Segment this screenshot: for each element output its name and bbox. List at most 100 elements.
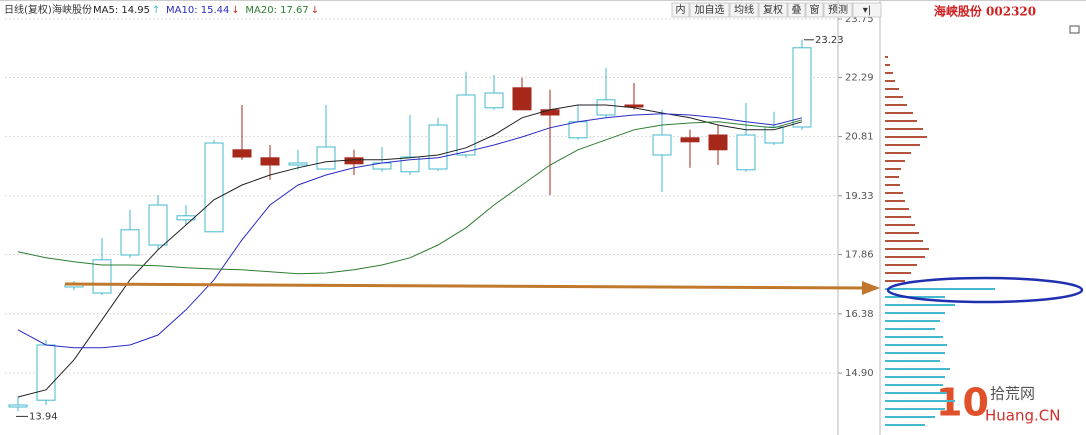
profile-bar (885, 280, 905, 282)
candle-body (344, 157, 364, 165)
min-annotation: 13.94 (29, 411, 58, 422)
watermark-logo: 10 (936, 381, 989, 425)
toolbar-label[interactable]: 叠 (792, 4, 802, 16)
profile-bar (885, 376, 945, 378)
profile-bar (885, 328, 935, 330)
profile-bar (885, 416, 935, 418)
ma-trend: ↓ (231, 5, 239, 16)
toolbar-label[interactable]: 内 (676, 3, 686, 16)
toolbar-button[interactable] (671, 2, 690, 18)
profile-bar (885, 360, 940, 362)
toolbar-button[interactable] (852, 2, 882, 18)
y-tick-label: 22.29 (845, 72, 874, 83)
profile-bar (885, 128, 923, 130)
toolbar-label[interactable]: 预测 (828, 3, 848, 16)
profile-bar (885, 240, 923, 242)
profile-bar (885, 200, 905, 202)
profile-bar (885, 296, 945, 298)
profile-bar (885, 344, 947, 346)
profile-bar (885, 424, 925, 426)
highlight-ellipse (886, 276, 1084, 304)
profile-bar (885, 248, 929, 250)
profile-bar (885, 288, 995, 290)
toolbar-label[interactable]: 加自选 (695, 3, 725, 16)
y-tick-label: 14.90 (845, 368, 874, 379)
profile-bar (885, 144, 920, 146)
profile-bar (885, 208, 909, 210)
toolbar-button[interactable] (787, 2, 806, 18)
profile-bar (885, 408, 945, 410)
profile-bar (885, 216, 911, 218)
toolbar-button[interactable] (758, 2, 788, 18)
watermark: 10 拾荒网 Huang.CN (936, 381, 1060, 425)
profile-bar (885, 224, 915, 226)
profile-bar (885, 320, 940, 322)
ma-line (17, 113, 803, 349)
profile-bar (885, 152, 911, 154)
y-tick-label: 20.81 (845, 132, 874, 143)
profile-bar (885, 176, 899, 178)
candle-body (652, 134, 672, 156)
toolbar-label[interactable]: ▾| (863, 5, 871, 16)
profile-bar (885, 232, 919, 234)
ma-line (17, 119, 803, 275)
toolbar-label[interactable]: 复权 (763, 3, 783, 16)
candle-body (764, 126, 784, 144)
ma-trend: ↑ (152, 5, 160, 16)
period-label: 日线(复权) (4, 3, 52, 16)
profile-bar (885, 168, 901, 170)
y-tick-label: 23.75 (845, 14, 874, 25)
ma-label: MA20: 17.67 (245, 5, 308, 16)
toolbar-label[interactable]: 窗 (810, 3, 820, 16)
profile-bar (885, 256, 925, 258)
candle-body (484, 92, 504, 109)
profile-bar (885, 352, 945, 354)
profile-bar (885, 104, 907, 106)
candle-body (512, 87, 532, 111)
highlight-arrow (64, 282, 865, 290)
toolbar-button[interactable] (729, 2, 759, 18)
profile-bar (885, 272, 911, 274)
candle-body (680, 137, 700, 143)
profile-bar (885, 88, 899, 90)
candle-body (596, 99, 616, 116)
profile-bar (885, 136, 927, 138)
toolbar-button[interactable] (689, 2, 730, 18)
candle-body (456, 94, 476, 156)
candle-body (568, 121, 588, 139)
profile-bar (885, 96, 903, 98)
candle-body (120, 229, 140, 256)
profile-bar (885, 120, 917, 122)
profile-bar (885, 80, 895, 82)
profile-bar (885, 368, 950, 370)
candle-body (428, 124, 448, 170)
panel-icon[interactable] (1069, 25, 1080, 34)
candle-body (8, 404, 28, 408)
toolbar-label[interactable]: 均线 (734, 3, 754, 16)
watermark-domain: Huang.CN (985, 407, 1060, 425)
candle-body (540, 109, 560, 116)
candle-body (232, 149, 252, 158)
candle-body (736, 134, 756, 171)
profile-bar (885, 56, 888, 58)
ma-label: MA5: 14.95 (93, 5, 150, 16)
y-tick-label: 17.86 (845, 250, 874, 261)
candle-body (708, 134, 728, 151)
profile-bar (885, 112, 913, 114)
candle-body (176, 215, 196, 221)
profile-bar (885, 312, 945, 314)
toolbar-button[interactable] (805, 2, 824, 18)
candle-body (288, 162, 308, 166)
candle-body (260, 157, 280, 166)
panel-title: 海峡股份 002320 (934, 4, 1036, 19)
profile-bar (885, 400, 955, 402)
watermark-name: 拾荒网 (990, 385, 1035, 403)
y-tick-label: 16.38 (845, 309, 874, 320)
max-annotation: 23.23 (815, 35, 844, 46)
candle-body (204, 142, 224, 233)
profile-bar (885, 72, 893, 74)
profile-bar (885, 192, 903, 194)
profile-bar (885, 392, 947, 394)
toolbar-button[interactable] (823, 2, 853, 18)
